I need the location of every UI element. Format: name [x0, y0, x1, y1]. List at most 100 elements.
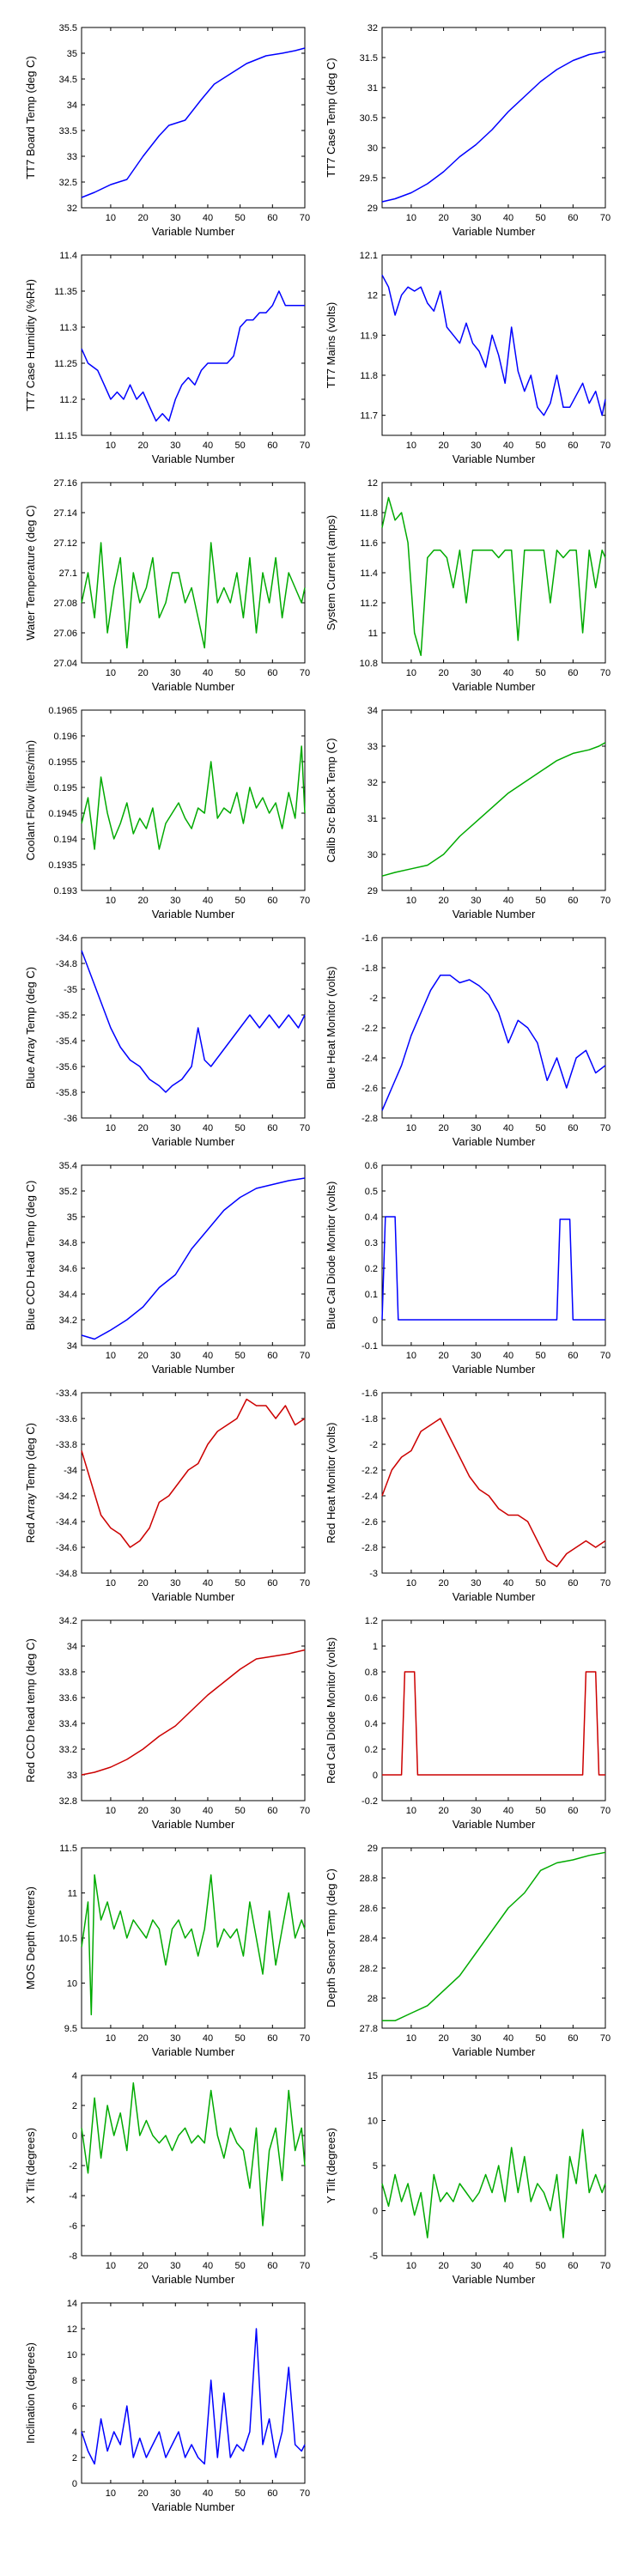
y-tick-label: 30: [368, 143, 378, 154]
plot-frame: [81, 27, 306, 209]
x-tick-label: 70: [600, 896, 611, 906]
y-tick-label: 0.4: [365, 1719, 378, 1729]
y-tick-label: -34.4: [56, 1517, 77, 1528]
x-tick-label: 40: [203, 1351, 213, 1361]
x-tick-label: 30: [471, 440, 481, 451]
x-tick-label: 20: [137, 1351, 148, 1361]
y-tick-label: 11: [368, 629, 378, 639]
x-tick-label: 40: [203, 2261, 213, 2271]
x-tick-label: 50: [536, 1578, 546, 1589]
x-tick-label: 60: [568, 1123, 578, 1133]
x-tick-label: 40: [503, 1351, 513, 1361]
y-tick-label: 0.3: [365, 1238, 378, 1249]
x-axis-label: Variable Number: [453, 225, 536, 238]
x-tick-label: 70: [600, 1578, 611, 1589]
y-tick-label: 33: [67, 152, 77, 162]
y-tick-label: 11.6: [360, 538, 378, 549]
y-tick-label: 4: [72, 2427, 77, 2438]
x-axis-label: Variable Number: [152, 2500, 235, 2513]
x-tick-label: 50: [536, 440, 546, 451]
x-tick-label: 70: [600, 668, 611, 678]
y-tick-label: 33: [67, 1771, 77, 1781]
y-tick-label: 10.8: [360, 659, 378, 669]
x-axis-label: Variable Number: [152, 1590, 235, 1603]
y-axis-label: Inclination (degrees): [24, 2342, 37, 2444]
x-tick-label: 70: [600, 1123, 611, 1133]
x-tick-label: 20: [438, 1806, 448, 1816]
x-tick-label: 30: [170, 2488, 180, 2499]
y-tick-label: -0.1: [361, 1341, 378, 1352]
y-tick-label: 27.14: [53, 508, 77, 519]
y-axis-label: Blue Cal Diode Monitor (volts): [325, 1182, 337, 1330]
x-axis-label: Variable Number: [152, 1363, 235, 1376]
x-tick-label: 50: [235, 668, 246, 678]
y-tick-label: -1.6: [361, 1388, 378, 1399]
x-tick-label: 20: [137, 2488, 148, 2499]
y-tick-label: 27.1: [59, 568, 77, 579]
y-tick-label: -34.6: [56, 933, 77, 944]
x-tick-label: 60: [267, 2488, 277, 2499]
y-tick-label: 12: [368, 291, 378, 301]
y-tick-label: -4: [69, 2191, 77, 2202]
x-tick-label: 70: [600, 1806, 611, 1816]
x-tick-label: 60: [568, 1806, 578, 1816]
x-tick-label: 20: [137, 440, 148, 451]
y-tick-label: 29: [368, 1844, 378, 1854]
y-tick-label: 6: [72, 2402, 77, 2412]
tt7-case-humidity-series-line: [81, 290, 305, 422]
plot-frame: [81, 2302, 306, 2484]
x-tick-label: 50: [235, 896, 246, 906]
x-axis-label: Variable Number: [152, 1818, 235, 1831]
x-tick-label: 30: [170, 2033, 180, 2044]
y-tick-label: 11.8: [360, 508, 378, 519]
x-tick-label: 40: [503, 668, 513, 678]
x-tick-label: 40: [203, 668, 213, 678]
x-tick-label: 10: [106, 668, 116, 678]
y-axis-label: Blue Array Temp (deg C): [24, 967, 37, 1089]
x-axis-label: Variable Number: [152, 2045, 235, 2058]
x-tick-label: 50: [536, 2033, 546, 2044]
x-tick-label: 50: [235, 2261, 246, 2271]
x-tick-label: 30: [471, 896, 481, 906]
x-tick-label: 60: [267, 1578, 277, 1589]
y-tick-label: 0.5: [365, 1187, 378, 1197]
y-tick-label: 28.8: [360, 1874, 378, 1884]
plot-frame: [381, 1164, 606, 1346]
y-tick-label: -5: [369, 2251, 378, 2262]
x-axis-label: Variable Number: [152, 2273, 235, 2286]
x-tick-label: 50: [536, 896, 546, 906]
y-tick-label: -2.8: [361, 1543, 378, 1553]
y-tick-label: 12: [368, 478, 378, 489]
y-tick-label: -34.8: [56, 959, 77, 969]
y-tick-label: 34.8: [59, 1238, 77, 1249]
y-tilt-series-line: [381, 2129, 606, 2239]
plot-frame: [81, 709, 306, 891]
x-tick-label: 10: [406, 2033, 416, 2044]
plot-frame: [381, 1392, 606, 1574]
x-tick-label: 30: [471, 213, 481, 223]
y-tick-label: 27.08: [53, 598, 77, 609]
plot-frame: [81, 254, 306, 436]
x-tick-label: 20: [438, 668, 448, 678]
y-axis-label: Coolant Flow (liters/min): [24, 740, 37, 860]
y-tick-label: 32.8: [59, 1796, 77, 1807]
y-tick-label: 2: [72, 2453, 77, 2464]
mos-depth-series-line: [81, 1874, 306, 2016]
y-tick-label: 34.4: [59, 1290, 77, 1300]
plot-frame: [381, 1847, 606, 2029]
y-tick-label: -33.4: [56, 1388, 77, 1399]
blue-array-temp-series-line: [81, 950, 306, 1093]
y-tick-label: 0.1935: [48, 860, 77, 871]
x-tick-label: 30: [170, 440, 180, 451]
x-tick-label: 60: [568, 1351, 578, 1361]
x-tick-label: 30: [471, 668, 481, 678]
y-tick-label: -0.2: [361, 1796, 378, 1807]
y-tick-label: 11.25: [54, 359, 77, 369]
y-tick-label: -2.4: [361, 1054, 378, 1064]
y-tick-label: 34: [67, 1642, 77, 1652]
y-tick-label: -2.2: [361, 1024, 378, 1034]
x-tick-label: 50: [536, 213, 546, 223]
x-tick-label: 40: [503, 213, 513, 223]
x-tick-label: 50: [235, 1806, 246, 1816]
x-tick-label: 20: [438, 213, 448, 223]
